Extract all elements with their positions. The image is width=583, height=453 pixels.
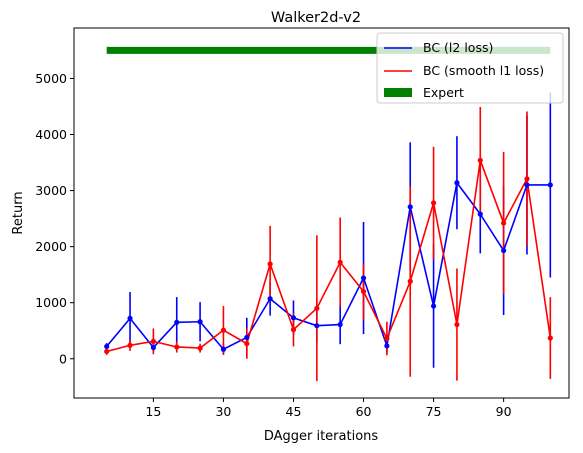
legend-label-smooth-l1: BC (smooth l1 loss) xyxy=(423,63,544,78)
data-point-1-16 xyxy=(477,157,483,163)
series-lines xyxy=(106,159,552,353)
x-tick-label-75: 75 xyxy=(426,404,442,419)
y-tick-label-5000: 5000 xyxy=(35,71,67,86)
data-point-0-18 xyxy=(524,182,530,188)
x-axis-label: DAgger iterations xyxy=(264,429,379,444)
data-point-0-9 xyxy=(314,323,320,329)
data-point-0-2 xyxy=(150,344,156,351)
chart-title: Walker2d-v2 xyxy=(271,10,361,26)
legend-swatch-expert xyxy=(384,88,412,97)
data-point-0-14 xyxy=(430,303,437,309)
data-point-1-19 xyxy=(547,335,553,341)
legend-label-l2: BC (l2 loss) xyxy=(423,40,493,55)
data-point-0-8 xyxy=(290,315,297,321)
y-tick-label-1000: 1000 xyxy=(35,295,67,310)
x-tick-label-15: 15 xyxy=(145,404,161,419)
data-point-0-12 xyxy=(384,343,390,349)
data-point-1-8 xyxy=(290,327,297,333)
data-point-1-2 xyxy=(150,338,156,344)
data-point-1-10 xyxy=(337,259,343,265)
data-point-1-6 xyxy=(244,341,250,347)
data-point-1-9 xyxy=(314,305,320,311)
legend-box xyxy=(376,32,564,104)
y-axis-ticks: 0 1000 2000 3000 4000 5000 xyxy=(35,71,74,366)
data-point-0-0 xyxy=(104,343,110,350)
data-point-1-0 xyxy=(104,348,110,355)
data-point-1-11 xyxy=(360,288,367,295)
data-point-1-12 xyxy=(384,335,390,342)
y-tick-label-0: 0 xyxy=(59,351,67,366)
x-tick-label-90: 90 xyxy=(496,404,512,419)
data-point-0-19 xyxy=(547,182,553,188)
data-point-0-16 xyxy=(477,211,483,217)
data-point-0-17 xyxy=(501,247,507,254)
data-point-0-7 xyxy=(267,296,273,302)
data-point-0-5 xyxy=(220,346,227,352)
x-axis-ticks: 15 30 45 60 75 90 xyxy=(145,398,512,419)
data-point-1-5 xyxy=(220,327,227,333)
series-line-1 xyxy=(106,159,552,353)
data-point-1-3 xyxy=(174,344,180,350)
data-point-0-15 xyxy=(454,180,460,186)
data-point-0-3 xyxy=(174,319,180,325)
y-tick-label-3000: 3000 xyxy=(35,183,67,198)
axes-frame xyxy=(73,27,570,399)
series-points xyxy=(104,157,553,355)
data-point-1-17 xyxy=(501,220,507,226)
data-point-0-1 xyxy=(127,315,133,321)
data-point-0-11 xyxy=(360,275,367,281)
y-axis-label: Return xyxy=(11,191,26,234)
y-tick-label-2000: 2000 xyxy=(35,239,67,254)
data-point-0-4 xyxy=(197,319,203,325)
data-point-0-10 xyxy=(337,321,343,328)
x-tick-label-45: 45 xyxy=(286,404,302,419)
x-tick-label-30: 30 xyxy=(215,404,231,419)
data-point-1-1 xyxy=(127,342,133,348)
data-point-1-18 xyxy=(524,176,530,182)
data-point-1-7 xyxy=(267,261,273,267)
data-point-1-4 xyxy=(197,345,203,351)
x-tick-label-60: 60 xyxy=(356,404,372,419)
data-point-1-14 xyxy=(430,200,437,206)
legend: BC (l2 loss) BC (smooth l1 loss) Expert xyxy=(376,32,564,104)
y-tick-label-4000: 4000 xyxy=(35,127,67,142)
data-point-0-13 xyxy=(407,204,413,210)
data-point-1-15 xyxy=(454,321,460,328)
data-point-1-13 xyxy=(407,278,413,284)
data-point-0-6 xyxy=(244,334,250,341)
series-line-0 xyxy=(106,181,551,351)
legend-label-expert: Expert xyxy=(423,85,464,100)
